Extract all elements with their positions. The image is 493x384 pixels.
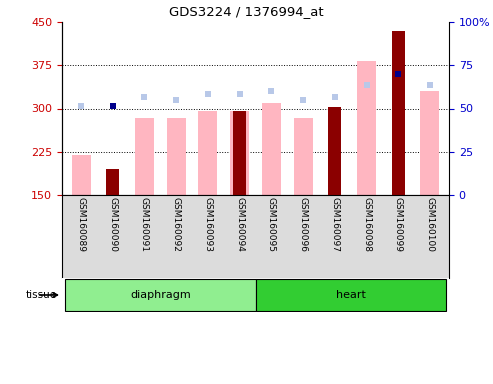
Text: GSM160097: GSM160097 <box>330 197 339 253</box>
Bar <box>357 61 376 195</box>
Bar <box>230 111 249 195</box>
Text: GSM160092: GSM160092 <box>172 197 181 252</box>
Text: GSM160091: GSM160091 <box>140 197 149 253</box>
Bar <box>328 108 341 195</box>
Text: GSM160095: GSM160095 <box>267 197 276 253</box>
Bar <box>198 111 217 195</box>
Bar <box>392 31 405 195</box>
Bar <box>135 118 154 195</box>
Bar <box>106 169 119 195</box>
Text: tissue: tissue <box>26 290 57 300</box>
Text: GSM160090: GSM160090 <box>108 197 117 253</box>
Text: GSM160093: GSM160093 <box>204 197 212 253</box>
Bar <box>71 155 91 195</box>
Bar <box>421 91 439 195</box>
Bar <box>233 111 246 195</box>
Bar <box>167 118 186 195</box>
Text: GSM160098: GSM160098 <box>362 197 371 253</box>
Text: GDS3224 / 1376994_at: GDS3224 / 1376994_at <box>169 5 324 18</box>
Text: GSM160089: GSM160089 <box>76 197 85 253</box>
Text: GSM160099: GSM160099 <box>394 197 403 253</box>
Bar <box>65 279 255 311</box>
Text: GSM160096: GSM160096 <box>299 197 308 253</box>
Text: GSM160100: GSM160100 <box>425 197 434 253</box>
Bar <box>293 118 313 195</box>
Text: heart: heart <box>336 290 366 300</box>
Bar <box>255 279 446 311</box>
Text: GSM160094: GSM160094 <box>235 197 244 252</box>
Bar <box>262 103 281 195</box>
Text: diaphragm: diaphragm <box>130 290 191 300</box>
